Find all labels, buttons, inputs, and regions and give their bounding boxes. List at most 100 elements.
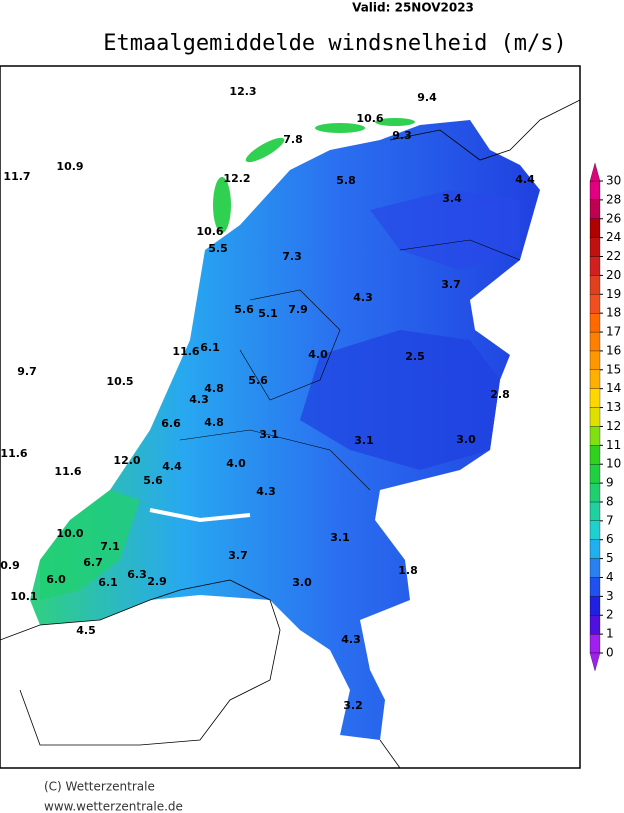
colorbar-segment bbox=[589, 294, 601, 314]
station-value: 4.0 bbox=[308, 348, 328, 361]
station-value: 4.3 bbox=[341, 633, 361, 646]
station-value: 12.0 bbox=[113, 454, 140, 467]
station-value: 7.8 bbox=[283, 133, 303, 146]
colorbar-segment bbox=[589, 331, 601, 352]
colorbar-label: 4 bbox=[606, 570, 614, 584]
colorbar-segment bbox=[589, 388, 601, 408]
river bbox=[149, 508, 251, 523]
colorbar-label: 15 bbox=[606, 362, 621, 376]
station-value: 10.9 bbox=[56, 160, 83, 173]
station-value: 3.0 bbox=[456, 433, 476, 446]
station-value: 5.6 bbox=[143, 474, 163, 487]
colorbar-end bbox=[589, 652, 601, 672]
colorbar-segment bbox=[589, 218, 601, 238]
colorbar-label: 0 bbox=[606, 646, 614, 660]
station-value: 10.1 bbox=[10, 590, 37, 603]
colorbar-label: 5 bbox=[606, 551, 614, 565]
station-value: 2.9 bbox=[147, 575, 167, 588]
province-border bbox=[179, 429, 371, 491]
station-value: 3.7 bbox=[441, 278, 461, 291]
station-value: 2.5 bbox=[405, 350, 425, 363]
colorbar-segment bbox=[589, 615, 601, 635]
colorbar-label: 24 bbox=[606, 230, 621, 244]
colorbar-segment bbox=[589, 313, 601, 333]
colorbar-label: 2 bbox=[606, 608, 614, 622]
colorbar-label: 16 bbox=[606, 343, 621, 357]
station-value: 1.8 bbox=[398, 564, 418, 577]
station-value: 4.3 bbox=[353, 291, 373, 304]
station-value: 4.3 bbox=[189, 393, 209, 406]
station-value: 9.7 bbox=[17, 365, 37, 378]
station-value: 5.6 bbox=[234, 303, 254, 316]
colorbar-label: 19 bbox=[606, 287, 621, 301]
colorbar-label: 10 bbox=[606, 457, 621, 471]
colorbar-label: 8 bbox=[606, 494, 614, 508]
station-value: 6.1 bbox=[200, 341, 220, 354]
colorbar-segment bbox=[589, 520, 601, 540]
station-value: 2.8 bbox=[490, 388, 510, 401]
colorbar-segment bbox=[589, 407, 601, 427]
colorbar-segment bbox=[589, 180, 601, 201]
land bbox=[0, 99, 581, 769]
colorbar: 0123456789101112131415161718192022242628… bbox=[589, 162, 621, 672]
station-value: 0.9 bbox=[0, 559, 20, 572]
border bbox=[379, 739, 401, 769]
colorbar-segment bbox=[589, 577, 601, 597]
stations: 12.3 9.4 10.6 9.3 7.8 11.7 10.9 12.2 5.8 4.4 3.4 10… bbox=[0, 85, 535, 712]
station-value: 3.1 bbox=[354, 434, 374, 447]
station-value: 10.5 bbox=[106, 375, 133, 388]
station-value: 10.6 bbox=[196, 225, 223, 238]
colorbar-segment bbox=[589, 482, 601, 503]
colorbar-label: 13 bbox=[606, 400, 621, 414]
station-value: 6.0 bbox=[46, 573, 66, 586]
colorbar-label: 11 bbox=[606, 438, 621, 452]
colorbar-label: 7 bbox=[606, 513, 614, 527]
station-value: 6.7 bbox=[83, 556, 103, 569]
colorbar-label: 14 bbox=[606, 381, 621, 395]
station-value: 4.8 bbox=[204, 382, 224, 395]
island bbox=[213, 177, 231, 233]
island bbox=[315, 123, 365, 133]
colorbar-segment bbox=[589, 369, 601, 389]
colorbar-label: 12 bbox=[606, 419, 621, 433]
station-value: 6.6 bbox=[161, 417, 181, 430]
station-value: 7.3 bbox=[282, 250, 302, 263]
colorbar-label: 17 bbox=[606, 325, 621, 339]
station-value: 11.6 bbox=[54, 465, 81, 478]
station-value: 4.5 bbox=[76, 624, 96, 637]
station-value: 10.6 bbox=[356, 112, 383, 125]
station-value: 11.7 bbox=[3, 170, 30, 183]
colorbar-segment bbox=[589, 464, 601, 484]
station-value: 12.3 bbox=[229, 85, 256, 98]
colorbar-label: 28 bbox=[606, 192, 621, 206]
station-value: 3.4 bbox=[442, 192, 462, 205]
station-value: 5.6 bbox=[248, 374, 268, 387]
colorbar-label: 1 bbox=[606, 627, 614, 641]
colorbar-segment bbox=[589, 445, 601, 465]
border bbox=[0, 579, 281, 746]
website: www.wetterzentrale.de bbox=[44, 800, 183, 813]
colorbar-label: 20 bbox=[606, 268, 621, 282]
coastal-area bbox=[40, 490, 140, 600]
colorbar-segment bbox=[589, 596, 601, 616]
station-value: 11.6 bbox=[0, 447, 27, 460]
colorbar-segment bbox=[589, 275, 601, 295]
station-value: 3.1 bbox=[330, 531, 350, 544]
station-value: 4.4 bbox=[162, 460, 182, 473]
wind-field bbox=[30, 120, 540, 740]
colorbar-segment bbox=[589, 426, 601, 446]
station-value: 5.1 bbox=[258, 307, 278, 320]
station-value: 6.3 bbox=[127, 568, 147, 581]
colorbar-label: 9 bbox=[606, 476, 614, 490]
colorbar-label: 26 bbox=[606, 211, 621, 225]
valid-date: Valid: 25NOV2023 bbox=[352, 1, 474, 15]
province-border bbox=[239, 289, 341, 401]
station-value: 5.8 bbox=[336, 174, 356, 187]
colorbar-segment bbox=[589, 558, 601, 578]
island bbox=[245, 137, 285, 163]
station-value: 4.4 bbox=[515, 173, 535, 186]
station-value: 10.0 bbox=[56, 527, 83, 540]
station-value: 7.1 bbox=[100, 540, 120, 553]
colorbar-label: 6 bbox=[606, 532, 614, 546]
colorbar-segment bbox=[589, 539, 601, 559]
